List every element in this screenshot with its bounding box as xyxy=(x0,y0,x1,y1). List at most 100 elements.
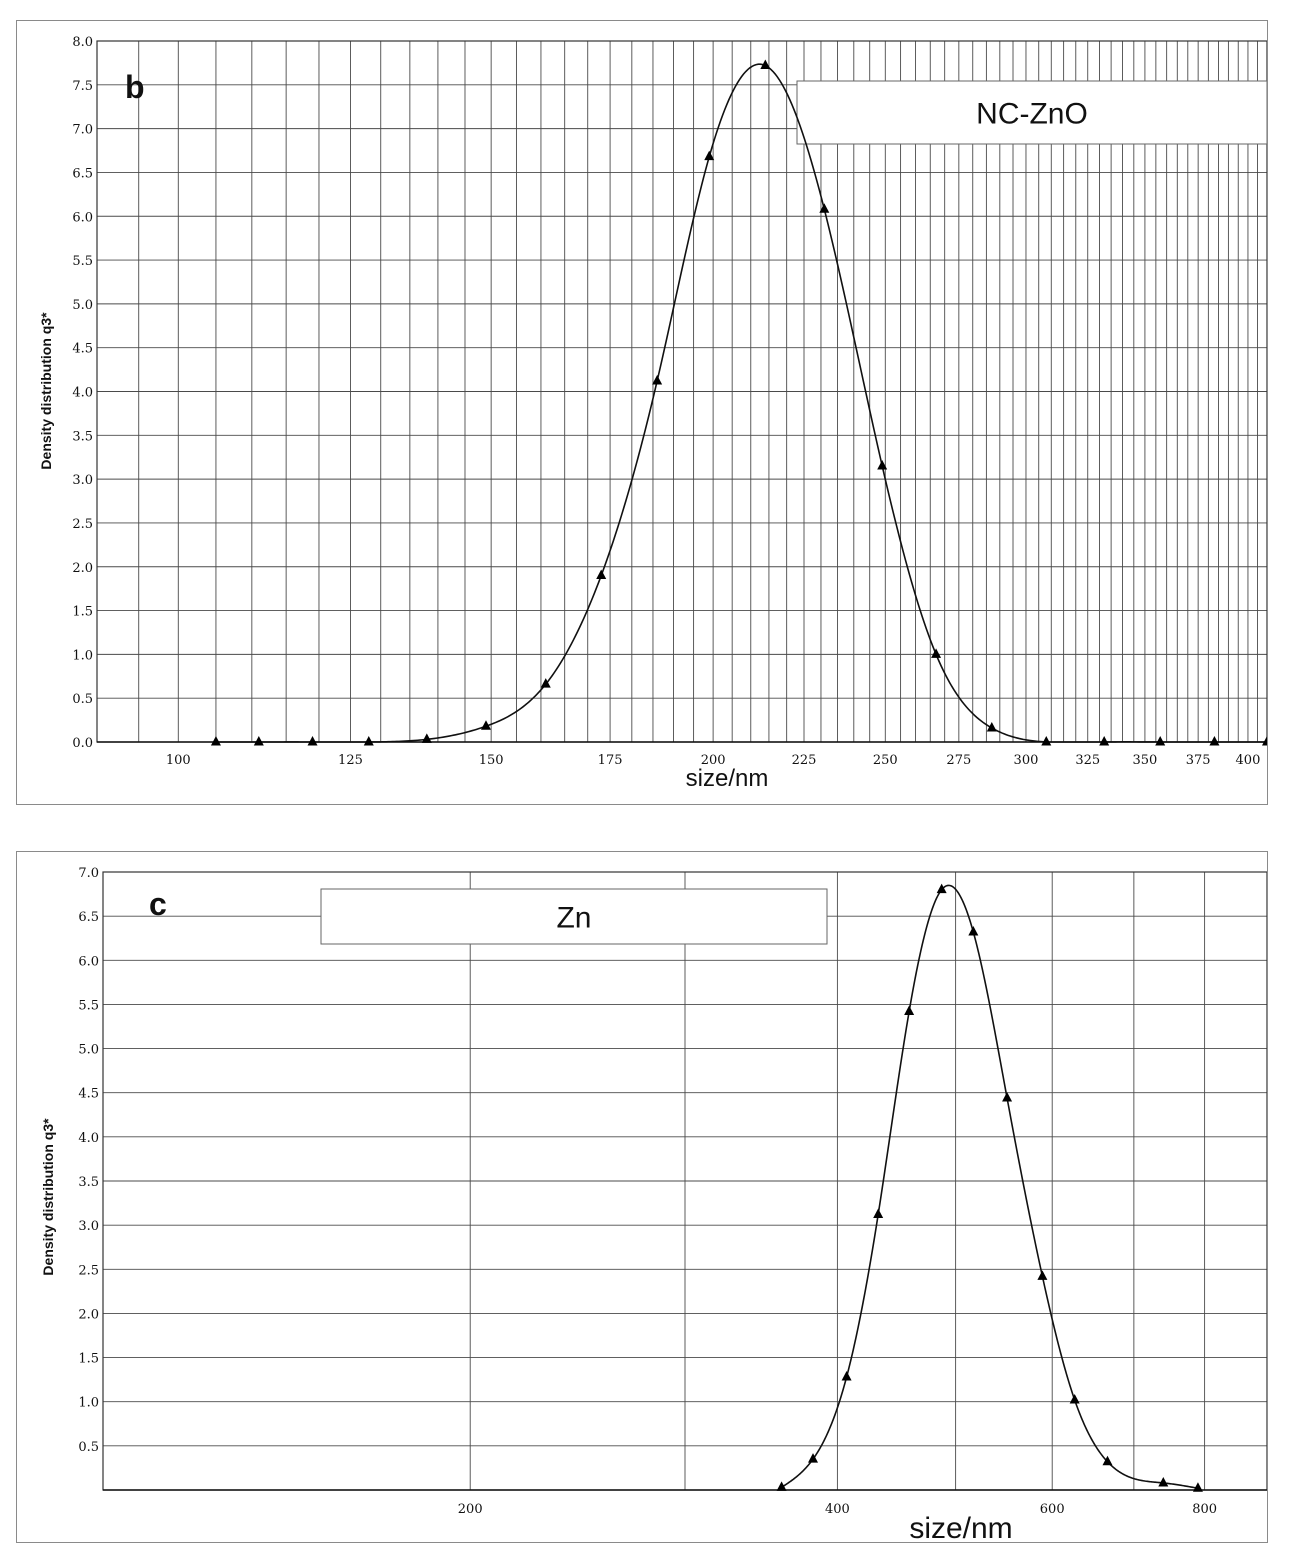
x-tick-label: 350 xyxy=(1133,753,1158,768)
y-tick-label: 7.0 xyxy=(78,866,99,881)
data-point xyxy=(1069,1393,1080,1404)
y-tick-label: 5.0 xyxy=(78,1043,99,1058)
data-point xyxy=(760,59,771,70)
data-point xyxy=(652,374,663,385)
x-tick-label: 275 xyxy=(946,753,971,768)
x-axis-label: size/nm xyxy=(909,1512,1012,1542)
y-tick-label: 3.0 xyxy=(72,473,93,488)
data-point xyxy=(819,203,830,213)
data-point xyxy=(936,883,947,894)
y-tick-label: 3.5 xyxy=(72,429,93,444)
data-point xyxy=(1102,1455,1113,1466)
legend-label: NC-ZnO xyxy=(976,98,1088,131)
grid-lines xyxy=(96,40,1267,743)
density-chart-c: 0.5 1.0 1.5 2.0 2.5 3.0 3.5 4.0 4.5 5.0 5.5 6.0 6.5 7… xyxy=(40,866,1267,1542)
y-tick-label: 5.5 xyxy=(78,998,99,1013)
grid-lines xyxy=(103,871,1267,1490)
y-tick-label: 5.5 xyxy=(72,254,93,269)
x-axis-label: size/nm xyxy=(686,765,769,792)
data-point xyxy=(1155,736,1166,746)
y-tick-label: 3.0 xyxy=(78,1219,99,1234)
legend-box xyxy=(796,80,1267,145)
data-point xyxy=(904,1005,915,1015)
data-point xyxy=(1262,736,1267,746)
y-tick-label: 6.5 xyxy=(78,910,99,925)
x-tick-label: 400 xyxy=(1236,753,1261,768)
chart-panel-b: 0.0 0.5 1.0 1.5 2.0 2.5 3.0 3.5 4.0 4.5 5.0 5.5 6.0 6… xyxy=(16,20,1268,805)
data-point xyxy=(253,736,264,746)
y-tick-label: 0.5 xyxy=(72,692,93,707)
x-tick-label: 250 xyxy=(873,753,898,768)
chart-panel-c: 0.5 1.0 1.5 2.0 2.5 3.0 3.5 4.0 4.5 5.0 5.5 6.0 6.5 7… xyxy=(16,851,1268,1543)
data-point xyxy=(1041,736,1052,746)
panel-label: c xyxy=(149,886,167,922)
data-point xyxy=(480,720,491,730)
y-tick-label: 4.5 xyxy=(72,342,93,357)
y-tick-label: 5.0 xyxy=(72,298,93,313)
legend-box xyxy=(320,888,828,945)
y-tick-label: 1.5 xyxy=(78,1352,99,1367)
data-point xyxy=(363,736,374,746)
data-point xyxy=(596,569,607,580)
y-axis-label: Density distribution q3* xyxy=(40,1118,56,1276)
y-tick-label: 6.5 xyxy=(72,166,93,181)
series-markers xyxy=(776,883,1203,1492)
y-tick-label: 2.5 xyxy=(78,1263,99,1278)
y-tick-label: 4.0 xyxy=(72,386,93,401)
data-point xyxy=(540,678,551,688)
x-tick-label: 800 xyxy=(1192,1502,1217,1517)
x-tick-label: 175 xyxy=(598,753,623,768)
x-tick-label: 150 xyxy=(479,753,504,768)
data-point xyxy=(1158,1476,1169,1487)
y-tick-label: 1.0 xyxy=(72,648,93,663)
y-tick-label: 1.5 xyxy=(72,605,93,620)
data-point xyxy=(968,926,979,936)
legend-label: Zn xyxy=(556,902,591,935)
data-point xyxy=(210,736,221,746)
y-tick-label: 4.0 xyxy=(78,1131,99,1146)
data-point xyxy=(931,648,942,658)
data-point xyxy=(1037,1270,1048,1280)
y-tick-label: 2.0 xyxy=(78,1307,99,1322)
data-point xyxy=(776,1481,787,1491)
x-tick-label: 225 xyxy=(792,753,817,768)
x-tick-label: 600 xyxy=(1040,1502,1065,1517)
y-axis-label: Density distribution q3* xyxy=(38,312,54,470)
density-chart-b: 0.0 0.5 1.0 1.5 2.0 2.5 3.0 3.5 4.0 4.5 5.0 5.5 6.0 6… xyxy=(38,35,1267,792)
x-tick-label: 100 xyxy=(166,753,191,768)
x-tick-label: 400 xyxy=(825,1502,850,1517)
data-point xyxy=(1192,1482,1203,1492)
y-tick-label: 4.5 xyxy=(78,1087,99,1102)
x-tick-label: 200 xyxy=(458,1502,483,1517)
series-markers xyxy=(210,59,1267,746)
data-point xyxy=(808,1453,819,1463)
series-line xyxy=(215,63,1267,743)
y-tick-label: 6.0 xyxy=(72,210,93,225)
data-point xyxy=(873,1208,884,1219)
y-tick-label: 7.5 xyxy=(72,79,93,94)
y-tick-label: 0.0 xyxy=(72,736,93,751)
x-tick-label: 325 xyxy=(1075,753,1100,768)
y-tick-label: 8.0 xyxy=(72,35,93,50)
y-tick-label: 7.0 xyxy=(72,123,93,138)
data-point xyxy=(986,721,997,732)
data-point xyxy=(1099,736,1110,746)
data-point xyxy=(841,1370,852,1381)
data-point xyxy=(877,459,888,470)
series-line xyxy=(781,884,1199,1490)
y-tick-label: 3.5 xyxy=(78,1175,99,1190)
y-tick-label: 0.5 xyxy=(78,1440,99,1455)
x-tick-label: 200 xyxy=(701,753,726,768)
data-point xyxy=(307,736,318,746)
data-point xyxy=(421,733,432,743)
y-tick-label: 2.0 xyxy=(72,561,93,576)
y-tick-label: 1.0 xyxy=(78,1396,99,1411)
data-point xyxy=(1209,736,1220,746)
x-tick-label: 125 xyxy=(338,753,363,768)
panel-label: b xyxy=(125,69,145,105)
y-tick-label: 2.5 xyxy=(72,517,93,532)
data-point xyxy=(1002,1092,1013,1102)
data-point xyxy=(704,150,715,161)
x-tick-label: 300 xyxy=(1014,753,1039,768)
y-tick-label: 6.0 xyxy=(78,954,99,969)
